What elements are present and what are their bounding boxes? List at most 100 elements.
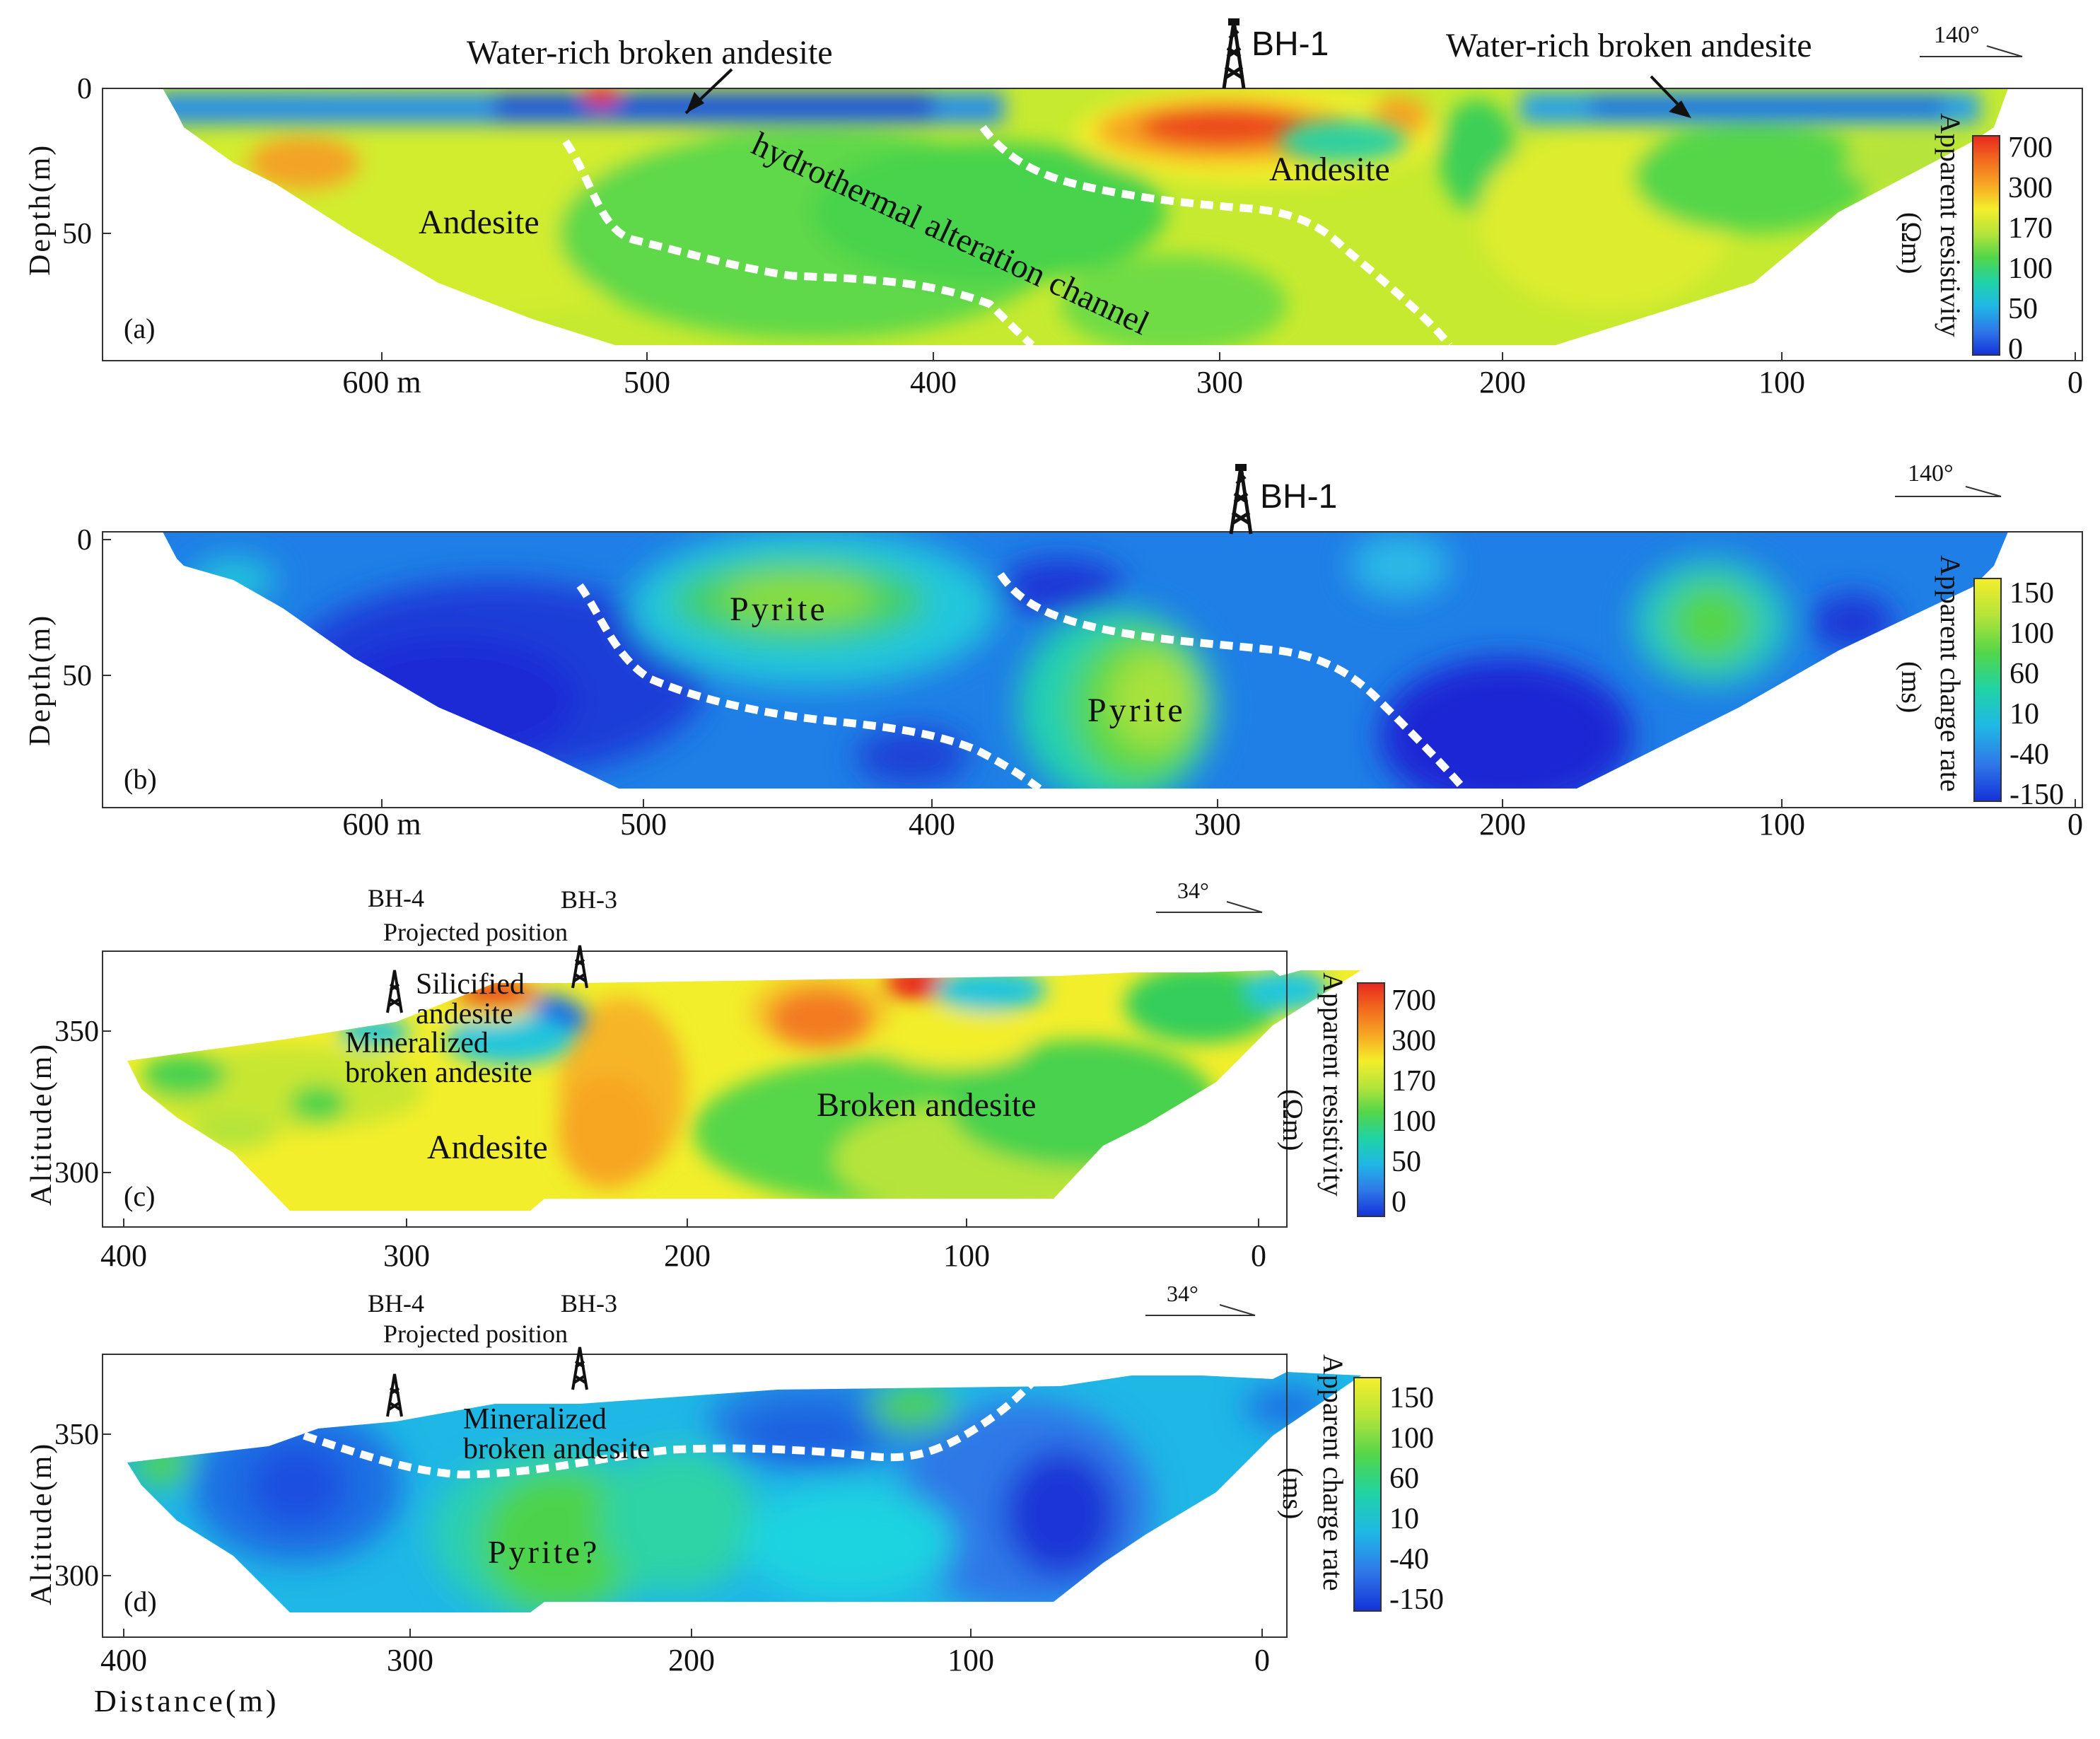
annotation-b-pyrite-1: Pyrite: [730, 591, 828, 628]
x-tick-label-d: 100: [947, 1643, 994, 1677]
colorbar-tick-label-c: 170: [1392, 1065, 1436, 1098]
colorbar-unit-c: (Ωm): [1277, 1089, 1309, 1151]
annotation-d-pyrite: Pyrite?: [488, 1534, 600, 1570]
plot-frame-a: [102, 88, 2083, 361]
x-tick-label-c: 300: [383, 1238, 430, 1273]
axis-title-b: Depth(m): [24, 614, 57, 746]
azimuth-marker-b: [1895, 486, 2002, 497]
azimuth-marker-d: [1145, 1304, 1256, 1316]
colorbar-c: [1357, 982, 1385, 1217]
panel-label-a: (a): [124, 313, 155, 344]
axis-ticks-b: 600 m 500 400 300 200 100 0 0 50: [62, 524, 2083, 842]
charge-section-b: [163, 532, 2008, 789]
plot-frame-b: [102, 531, 2083, 808]
plot-frame-d: [102, 1354, 1288, 1638]
colorbar-tick-label-a: 100: [2008, 252, 2053, 285]
colorbar-tick-label-c: 100: [1392, 1105, 1436, 1138]
colorbar-tick-label-d: 10: [1389, 1503, 1419, 1535]
axis-ticks-d: 400 300 200 100 0 350 300: [54, 1419, 1270, 1677]
x-tick-label-d: 400: [100, 1643, 147, 1677]
borehole-label-c1: BH-4: [368, 884, 424, 912]
colorbar-tick-label-c: 0: [1392, 1186, 1406, 1219]
x-tick-label-a: 100: [1758, 365, 1805, 400]
axis-title-d: Altitude(m): [25, 1442, 58, 1605]
x-tick-label-c: 200: [664, 1238, 711, 1273]
panel-c: 400 300 200 100 0 350 300 700 300 170 100 50 0: [54, 901, 1436, 1273]
axis-title-a: Depth(m): [24, 144, 57, 276]
borehole-icon-d2: [571, 1347, 588, 1390]
colorbar-a: [1972, 135, 2000, 356]
colorbar-tick-label-a: 700: [2008, 132, 2053, 164]
colorbar-unit-a: (Ωm): [1896, 212, 1927, 274]
colorbar-title-a: Apparent resistivity: [1935, 113, 1966, 337]
colorbar-title-c: Apparent resistivity: [1317, 972, 1349, 1197]
x-tick-label-b: 0: [2067, 807, 2083, 842]
colorbar-tick-label-d: 100: [1389, 1422, 1434, 1455]
panel-label-d: (d): [124, 1586, 157, 1617]
colorbar-tick-label-b: -40: [2009, 738, 2049, 771]
colorbar-b: [1973, 578, 2002, 802]
panel-d: 400 300 200 100 0 350 300 150 100 60 10 -40 -150: [54, 1304, 1444, 1677]
colorbar-tick-label-a: 50: [2008, 293, 2038, 325]
borehole-icon-c2: [571, 945, 588, 989]
x-tick-label-c: 0: [1251, 1238, 1266, 1273]
axis-ticks-c: 400 300 200 100 0 350 300: [54, 1016, 1266, 1273]
y-tick-label-b: 50: [62, 660, 92, 692]
colorbar-tick-label-c: 50: [1392, 1146, 1421, 1178]
x-tick-label-b: 400: [909, 807, 955, 842]
borehole-label-c2: BH-3: [561, 885, 617, 914]
y-tick-label-d: 350: [54, 1419, 99, 1451]
x-tick-label-a: 500: [624, 365, 670, 400]
x-tick-label-b: 600 m: [342, 807, 421, 842]
azimuth-label-c: 34°: [1177, 878, 1209, 903]
x-tick-label-a: 200: [1479, 365, 1526, 400]
x-tick-label-c: 400: [100, 1238, 147, 1273]
colorbar-ticks-d: 150 100 60 10 -40 -150: [1389, 1382, 1444, 1616]
borehole-label-b: BH-1: [1260, 478, 1337, 516]
borehole-label-a: BH-1: [1252, 25, 1329, 63]
azimuth-label-a: 140°: [1934, 22, 1980, 48]
colorbar-tick-label-b: 100: [2009, 617, 2054, 650]
colorbar-d: [1353, 1377, 1382, 1612]
x-tick-label-a: 400: [910, 365, 957, 400]
x-tick-label-b: 200: [1479, 807, 1526, 842]
x-tick-label-a: 0: [2067, 365, 2083, 400]
colorbar-title-b: Apparent charge rate: [1935, 555, 1966, 792]
y-tick-label-c: 300: [54, 1157, 99, 1190]
x-tick-label-a: 600 m: [342, 365, 421, 400]
panel-label-c: (c): [124, 1180, 155, 1212]
annotation-c-andesite: Andesite: [427, 1129, 548, 1166]
x-tick-label-a: 300: [1196, 365, 1243, 400]
annotation-a-water-right: Water-rich broken andesite: [1446, 27, 1812, 64]
colorbar-title-d: Apparent charge rate: [1317, 1354, 1349, 1591]
colorbar-tick-label-a: 300: [2008, 172, 2053, 204]
projected-label-c: Projected position: [383, 918, 568, 946]
x-tick-label-d: 200: [668, 1643, 715, 1677]
colorbar-tick-label-c: 700: [1392, 984, 1436, 1017]
colorbar-tick-label-a: 0: [2008, 333, 2023, 366]
azimuth-marker-c: [1156, 901, 1263, 913]
borehole-icon-c1: [386, 970, 403, 1013]
colorbar-tick-label-b: 60: [2009, 658, 2039, 690]
colorbar-tick-label-c: 300: [1392, 1025, 1436, 1057]
x-tick-label-b: 500: [620, 807, 667, 842]
colorbar-tick-label-d: 60: [1389, 1462, 1419, 1495]
colorbar-tick-label-b: 10: [2009, 698, 2039, 731]
colorbar-tick-label-d: 150: [1389, 1382, 1434, 1414]
colorbar-tick-label-b: 150: [2009, 577, 2054, 610]
y-tick-label-c: 350: [54, 1016, 99, 1048]
colorbar-unit-d: (ms): [1277, 1467, 1309, 1519]
colorbar-tick-label-d: -40: [1389, 1543, 1429, 1576]
x-tick-label-d: 0: [1254, 1643, 1270, 1677]
alteration-boundary-left-a: [562, 139, 1035, 349]
y-tick-label-b: 0: [77, 524, 92, 557]
x-tick-label-b: 300: [1194, 807, 1241, 842]
colorbar-ticks-a: 700 300 170 100 50 0: [2008, 132, 2053, 366]
annotation-c-silicified: Silicified andesite: [416, 968, 525, 1030]
panel-label-b: (b): [124, 763, 157, 795]
azimuth-label-d: 34°: [1167, 1281, 1198, 1306]
borehole-label-d2: BH-3: [561, 1289, 617, 1318]
charge-section-d: [127, 1372, 1361, 1612]
